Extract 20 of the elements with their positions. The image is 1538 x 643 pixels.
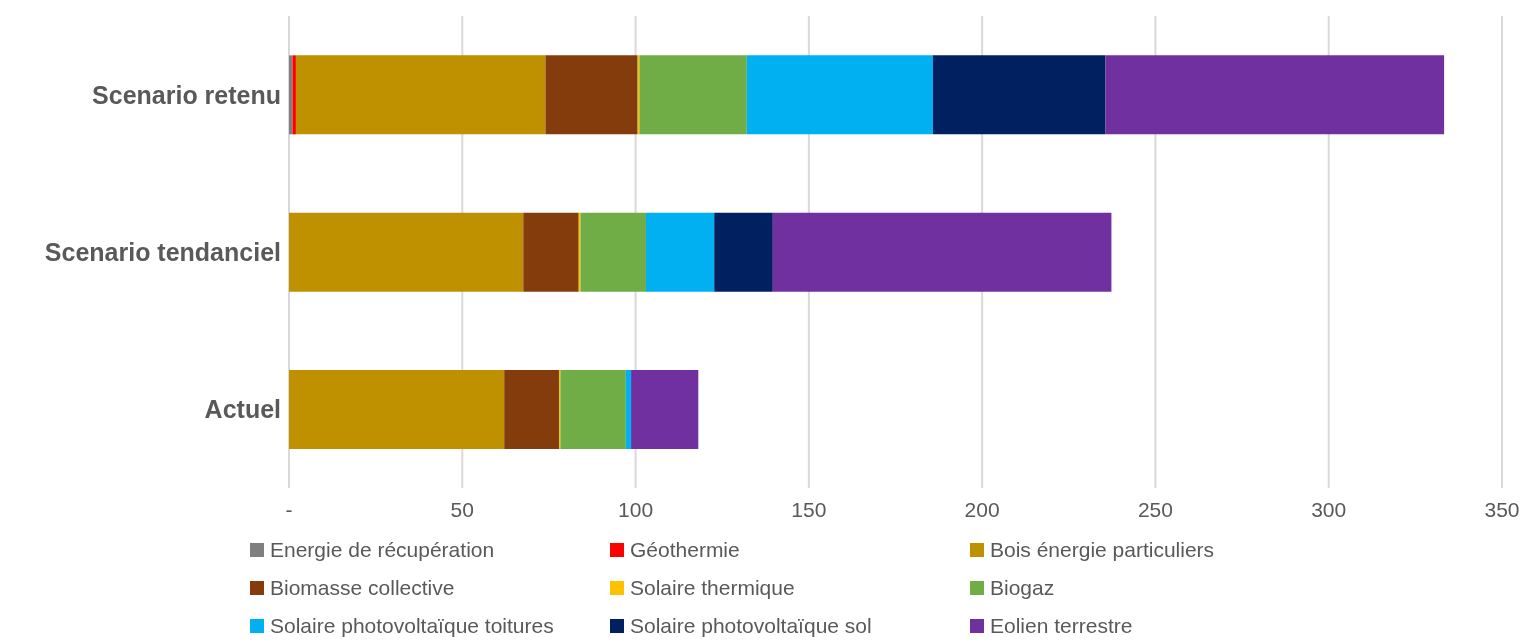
x-tick-label: 350 [1484,497,1520,521]
x-tick-label: 250 [1137,497,1173,521]
x-tick-label: 150 [791,497,827,521]
x-tick-label: - [285,497,293,521]
legend-label: Bois énergie particuliers [990,538,1215,562]
y-tick-label: Actuel [204,395,281,424]
x-tick-label: 50 [450,497,474,521]
x-tick-label: 100 [618,497,654,521]
legend-label: Biogaz [990,576,1055,600]
y-tick-label: Scenario tendanciel [44,237,281,266]
legend-label: Energie de récupération [270,538,495,562]
legend-label: Solaire photovoltaïque toitures [270,614,554,638]
y-tick-label: Scenario retenu [92,80,281,109]
legend-label: Géothermie [630,538,740,562]
legend-label: Solaire photovoltaïque sol [630,614,872,638]
x-tick-label: 200 [964,497,1000,521]
legend-label: Eolien terrestre [990,614,1133,638]
x-tick-label: 300 [1311,497,1347,521]
legend-label: Solaire thermique [630,576,795,600]
legend-label: Biomasse collective [270,576,455,600]
